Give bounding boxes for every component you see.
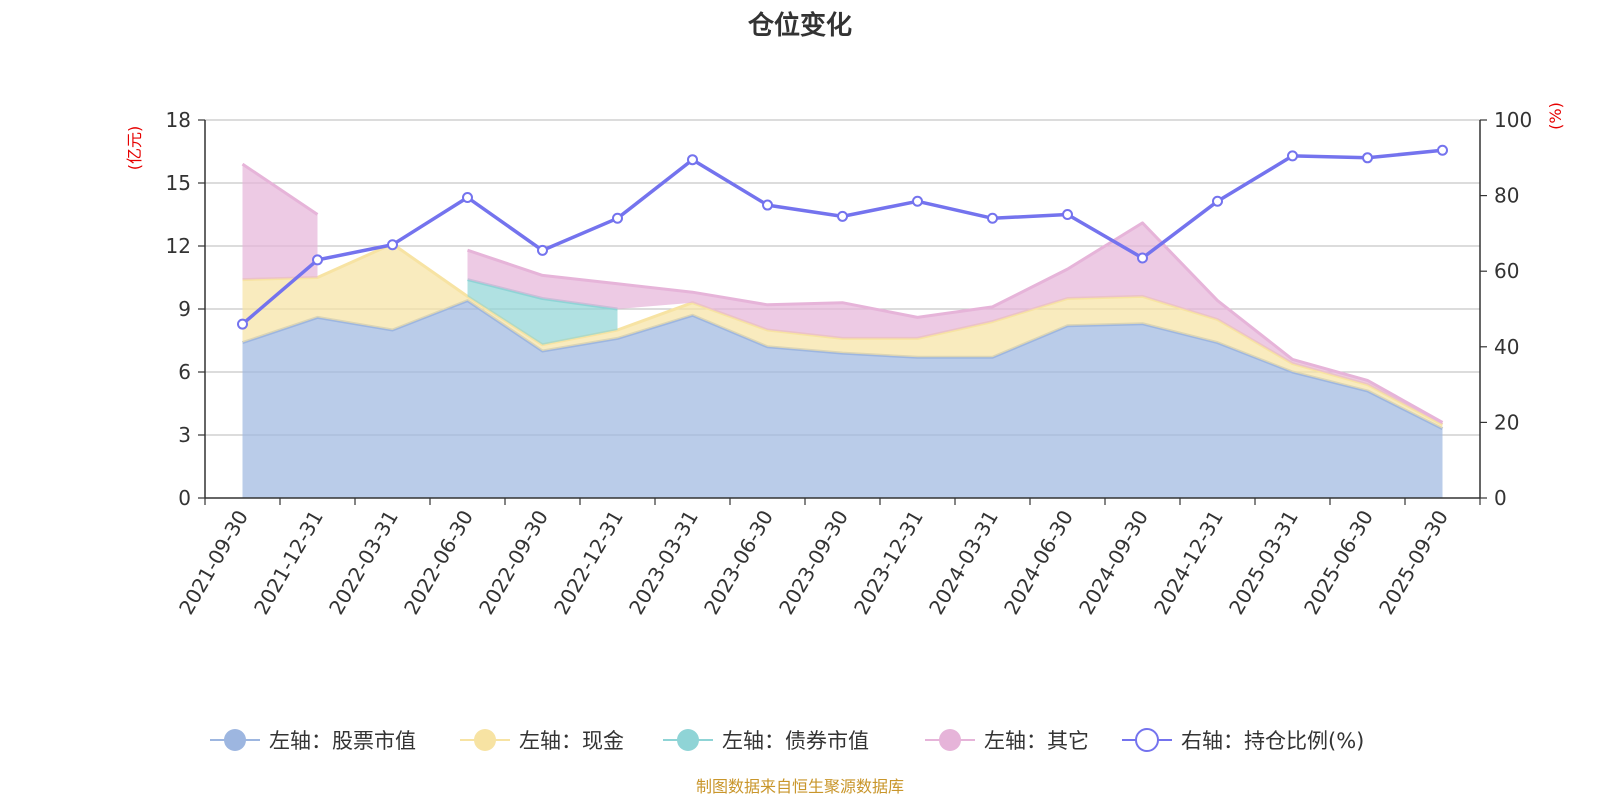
ratio-point: [1137, 252, 1148, 264]
x-axis-label: 2023-03-31: [624, 506, 703, 619]
x-axis-label: 2023-06-30: [699, 506, 778, 619]
right-axis-unit: (%): [1546, 102, 1565, 130]
x-axis-label: 2022-03-31: [324, 506, 403, 619]
x-axis-label: 2022-09-30: [474, 506, 553, 619]
ratio-point: [912, 195, 923, 207]
ratio-point: [1287, 150, 1298, 162]
cash-legend-marker: [474, 729, 496, 751]
x-axis-label: 2024-12-31: [1149, 506, 1228, 619]
bond-area: [467, 279, 618, 345]
ratio-point: [537, 244, 548, 256]
x-axis-label: 2025-03-31: [1224, 506, 1303, 619]
ratio-point: [762, 199, 773, 211]
holding-ratio-line: [237, 144, 1448, 330]
ratio-point: [987, 212, 998, 224]
bond-legend-marker: [677, 729, 699, 751]
cash-area: [242, 243, 1443, 429]
right-axis-tick-label: 20: [1494, 410, 1519, 434]
stock-legend-label: 左轴：股票市值: [269, 729, 416, 753]
ratio-point: [387, 239, 398, 251]
x-axis-label: 2024-09-30: [1074, 506, 1153, 619]
x-axis-label: 2023-09-30: [774, 506, 853, 619]
other-area-edge: [467, 221, 1444, 424]
left-axis-tick-label: 3: [178, 423, 191, 447]
bond-legend-label: 左轴：债券市值: [722, 729, 869, 753]
ratio-point: [612, 212, 623, 224]
stock-legend-marker: [224, 729, 246, 751]
ratio-point: [237, 318, 248, 330]
stock-area: [242, 300, 1443, 498]
x-axis-label: 2025-09-30: [1374, 506, 1453, 619]
x-axis-label: 2022-12-31: [549, 506, 628, 619]
ratio-point: [462, 191, 473, 203]
ratio-point: [1212, 195, 1223, 207]
ratio-point: [687, 154, 698, 166]
left-axis-tick-label: 12: [166, 234, 191, 258]
stacked-areas: [241, 162, 1444, 498]
right-axis-tick-label: 80: [1494, 184, 1519, 208]
ratio-point: [1062, 209, 1073, 220]
right-axis-tick-label: 60: [1494, 259, 1519, 283]
other-legend-label: 左轴：其它: [984, 729, 1089, 753]
right-axis-tick-label: 100: [1494, 108, 1532, 132]
ratio-point: [312, 254, 323, 266]
ratio-point: [837, 210, 848, 222]
x-axis-label: 2021-12-31: [249, 506, 328, 619]
other-legend-marker: [939, 729, 961, 751]
ratio-legend-marker: [1135, 728, 1159, 752]
x-axis-label: 2024-03-31: [924, 506, 1003, 619]
x-axis-label: 2022-06-30: [399, 506, 478, 619]
left-axis-tick-label: 6: [178, 360, 191, 384]
left-axis-tick-label: 9: [178, 297, 191, 321]
x-axis-label: 2024-06-30: [999, 506, 1078, 619]
x-axis-label: 2021-09-30: [174, 506, 253, 619]
legend: 左轴：股票市值 左轴：现金 左轴：债券市值 左轴：其它 右轴：持仓比例(%): [210, 728, 1364, 753]
chart-title: 仓位变化: [747, 10, 852, 41]
left-axis-unit: (亿元): [125, 126, 144, 171]
ratio-point: [1362, 152, 1373, 164]
other-area: [467, 222, 1443, 425]
data-source-note: 制图数据来自恒生聚源数据库: [696, 777, 904, 796]
other-area-edge: [241, 162, 319, 216]
ratio-point: [1437, 144, 1448, 156]
right-axis-tick-label: 0: [1494, 486, 1507, 510]
ratio-legend-label: 右轴：持仓比例(%): [1181, 729, 1364, 753]
other-area: [242, 164, 318, 280]
left-axis-tick-label: 0: [178, 486, 191, 510]
x-axis-label: 2025-06-30: [1299, 506, 1378, 619]
left-axis-tick-label: 15: [166, 171, 191, 195]
cash-legend-label: 左轴：现金: [519, 729, 624, 753]
right-axis-tick-label: 40: [1494, 335, 1519, 359]
left-axis-tick-label: 18: [166, 108, 191, 132]
x-axis-label: 2023-12-31: [849, 506, 928, 619]
